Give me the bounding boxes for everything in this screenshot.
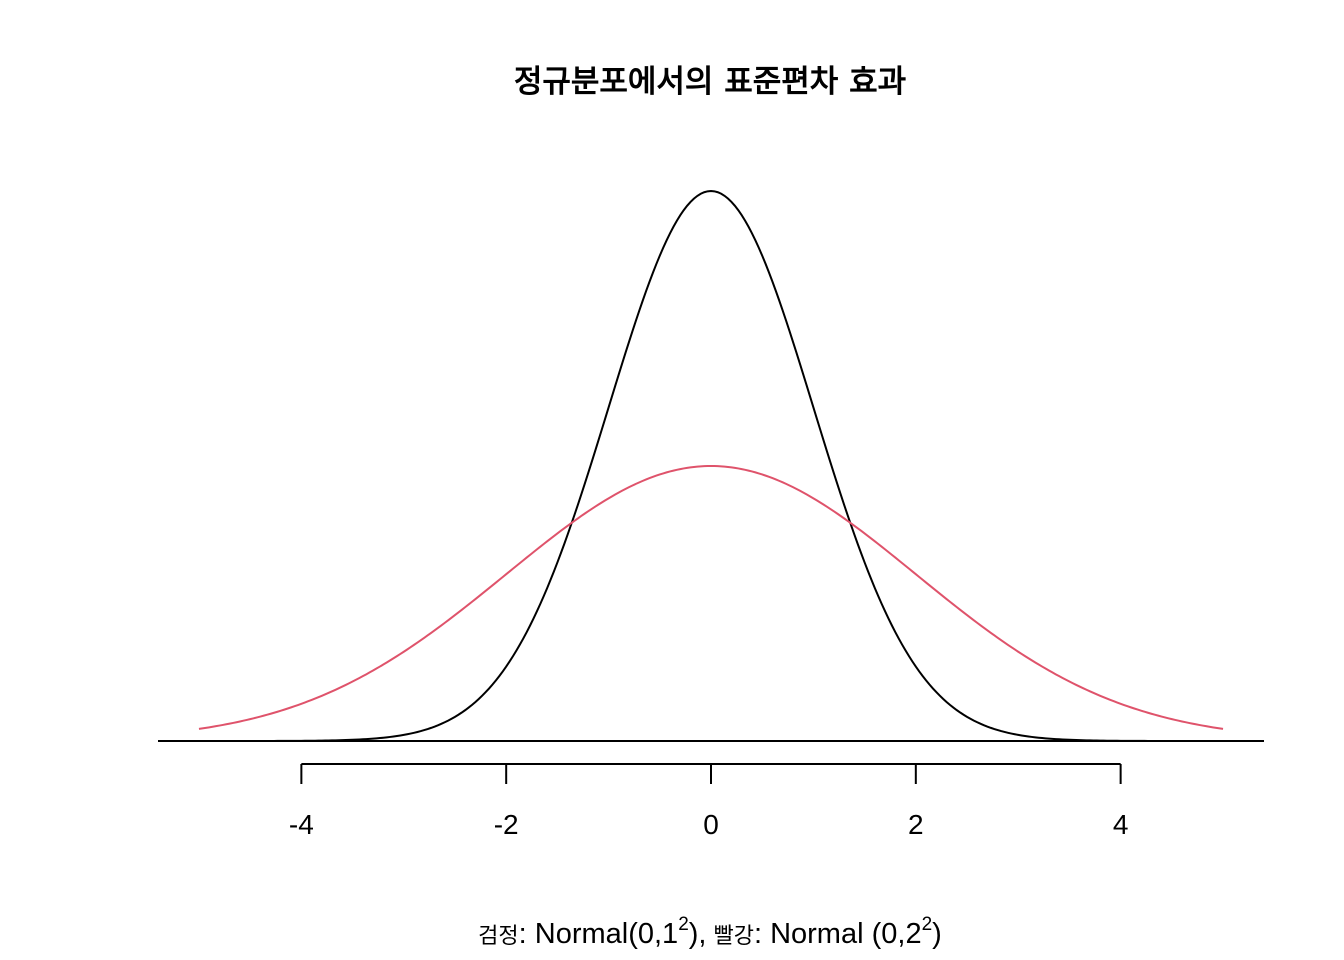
x-tick-label: 0 — [703, 809, 719, 840]
x-axis-label: 검정: Normal(0,12), 빨강: Normal (0,22) — [478, 914, 942, 950]
chart-title: 정규분포에서의 표준편차 효과 — [514, 64, 907, 100]
x-axis: -4 -2 0 2 4 — [289, 763, 1129, 840]
x-tick-label: 4 — [1113, 809, 1129, 840]
x-tick-label: -4 — [289, 809, 314, 840]
plot-area — [158, 190, 1264, 742]
density-line-sd1 — [198, 190, 1224, 742]
density-line-sd2 — [198, 465, 1224, 730]
x-tick-label: -2 — [494, 809, 519, 840]
x-tick-label: 2 — [908, 809, 924, 840]
